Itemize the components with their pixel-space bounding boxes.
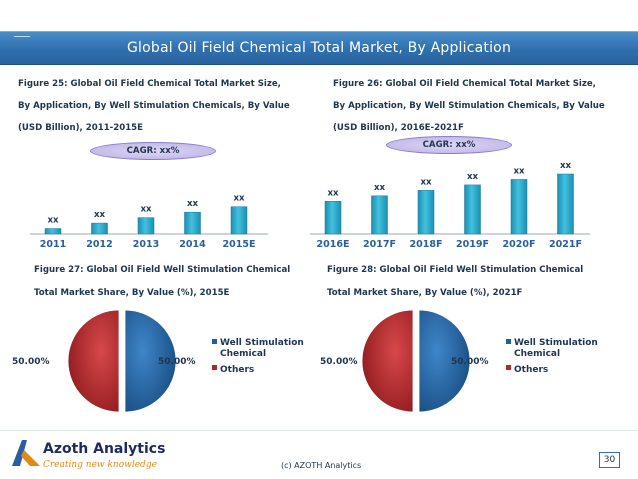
fig26-bar-2019F [464, 184, 481, 235]
fig26-tick-label-2016E: 2016E [317, 239, 350, 250]
azoth-logo-icon [12, 440, 40, 466]
figure-26-caption-line-1: Figure 26: Global Oil Field Chemical Tot… [333, 79, 596, 89]
page-number: 30 [599, 452, 620, 468]
fig28-slice-2-label: 50.00% [320, 357, 358, 367]
fig27-legend-label-1-line-2: Chemical [220, 349, 266, 359]
fig26-data-label-2018F: xx [420, 177, 432, 187]
fig28-legend-swatch-2 [506, 365, 511, 370]
footer-divider [0, 430, 638, 431]
figure-28-caption: Figure 28: Global Oil Field Well Stimula… [327, 264, 583, 299]
fig25-tick-label-2013: 2013 [133, 239, 159, 250]
copyright-text: (c) AZOTH Analytics [281, 461, 362, 470]
fig27-slice-1 [124, 309, 177, 413]
figure-26-caption-line-2: By Application, By Well Stimulation Chem… [333, 101, 605, 111]
fig25-bar-2011 [44, 228, 62, 235]
fig25-tick-label-2015E: 2015E [223, 239, 256, 250]
figure-27-caption: Figure 27: Global Oil Field Well Stimula… [34, 264, 290, 299]
fig28-legend-swatch-1 [506, 339, 511, 344]
fig25-bar-2015E [230, 206, 248, 235]
fig26-tick-label-2017F: 2017F [363, 239, 396, 250]
fig28-legend-label-1-line-1: Well Stimulation [514, 338, 598, 348]
figure-25-caption-line-3: (USD Billion), 2011-2015E [18, 123, 144, 133]
figure-26-cagr-badge: CAGR: xx% [386, 136, 512, 154]
fig25-data-label-2013: xx [140, 205, 152, 215]
fig27-legend-swatch-1 [212, 339, 217, 344]
fig28-legend-label-1-line-2: Chemical [514, 349, 560, 359]
fig27-legend-swatch-2 [212, 365, 217, 370]
fig26-bar-2020F [510, 179, 528, 235]
fig28-slice-1-label: 50.00% [451, 357, 489, 367]
fig28-slice-2 [361, 309, 414, 413]
fig26-tick-label-2019F: 2019F [456, 239, 489, 250]
fig28-legend-label-2: Others [514, 365, 548, 375]
fig28-slice-1 [418, 309, 471, 413]
figure-27-caption-line-1: Figure 27: Global Oil Field Well Stimula… [34, 265, 291, 275]
fig25-bar-2012 [91, 222, 108, 235]
fig25-tick-label-2014: 2014 [179, 239, 206, 250]
figure-25-cagr-badge: CAGR: xx% [90, 142, 216, 160]
fig26-data-label-2021F: xx [560, 161, 572, 171]
figure-26-caption: Figure 26: Global Oil Field Chemical Tot… [333, 78, 605, 134]
brand-name: Azoth Analytics [43, 441, 166, 457]
figure-25-caption-line-1: Figure 25: Global Oil Field Chemical Tot… [18, 79, 281, 89]
figure-26-caption-line-3: (USD Billion), 2016E-2021F [333, 123, 464, 133]
fig26-tick-label-2020F: 2020F [503, 239, 536, 250]
figure-28-caption-line-2: Total Market Share, By Value (%), 2021F [327, 288, 523, 298]
figure-25-caption-line-2: By Application, By Well Stimulation Chem… [18, 101, 290, 111]
figure-25-caption: Figure 25: Global Oil Field Chemical Tot… [18, 78, 290, 134]
fig25-data-label-2011: xx [47, 216, 59, 226]
fig25-bar-2013 [137, 217, 155, 235]
fig27-slice-2-label: 50.00% [12, 357, 50, 367]
fig26-data-label-2019F: xx [467, 172, 479, 182]
fig25-bar-2014 [184, 211, 201, 235]
fig27-legend-label-2: Others [220, 365, 254, 375]
fig27-slice-2 [67, 309, 120, 413]
fig26-tick-label-2018F: 2018F [410, 239, 443, 250]
title-bar: Global Oil Field Chemical Total Market, … [0, 31, 638, 65]
figure-28-caption-line-1: Figure 28: Global Oil Field Well Stimula… [327, 265, 584, 275]
fig26-tick-label-2021F: 2021F [549, 239, 582, 250]
fig26-bar-2016E [324, 201, 342, 235]
fig27-slice-1-label: 50.00% [158, 357, 196, 367]
fig26-data-label-2017F: xx [374, 183, 386, 193]
fig25-tick-label-2011: 2011 [40, 239, 66, 250]
fig26-data-label-2020F: xx [513, 166, 525, 176]
fig25-tick-label-2012: 2012 [86, 239, 112, 250]
fig26-bar-2021F [557, 173, 574, 235]
fig26-bar-2017F [371, 195, 388, 235]
brand-tagline: Creating new knowledge [43, 460, 157, 470]
fig25-data-label-2014: xx [187, 199, 199, 209]
fig27-legend-label-1-line-1: Well Stimulation [220, 338, 304, 348]
fig25-data-label-2012: xx [94, 210, 106, 220]
fig26-data-label-2016E: xx [327, 188, 339, 198]
fig26-bar-2018F [417, 190, 435, 235]
fig25-data-label-2015E: xx [233, 194, 245, 204]
figure-27-caption-line-2: Total Market Share, By Value (%), 2015E [34, 288, 230, 298]
page-title: Global Oil Field Chemical Total Market, … [126, 40, 512, 56]
title-bar-accent [14, 36, 30, 37]
